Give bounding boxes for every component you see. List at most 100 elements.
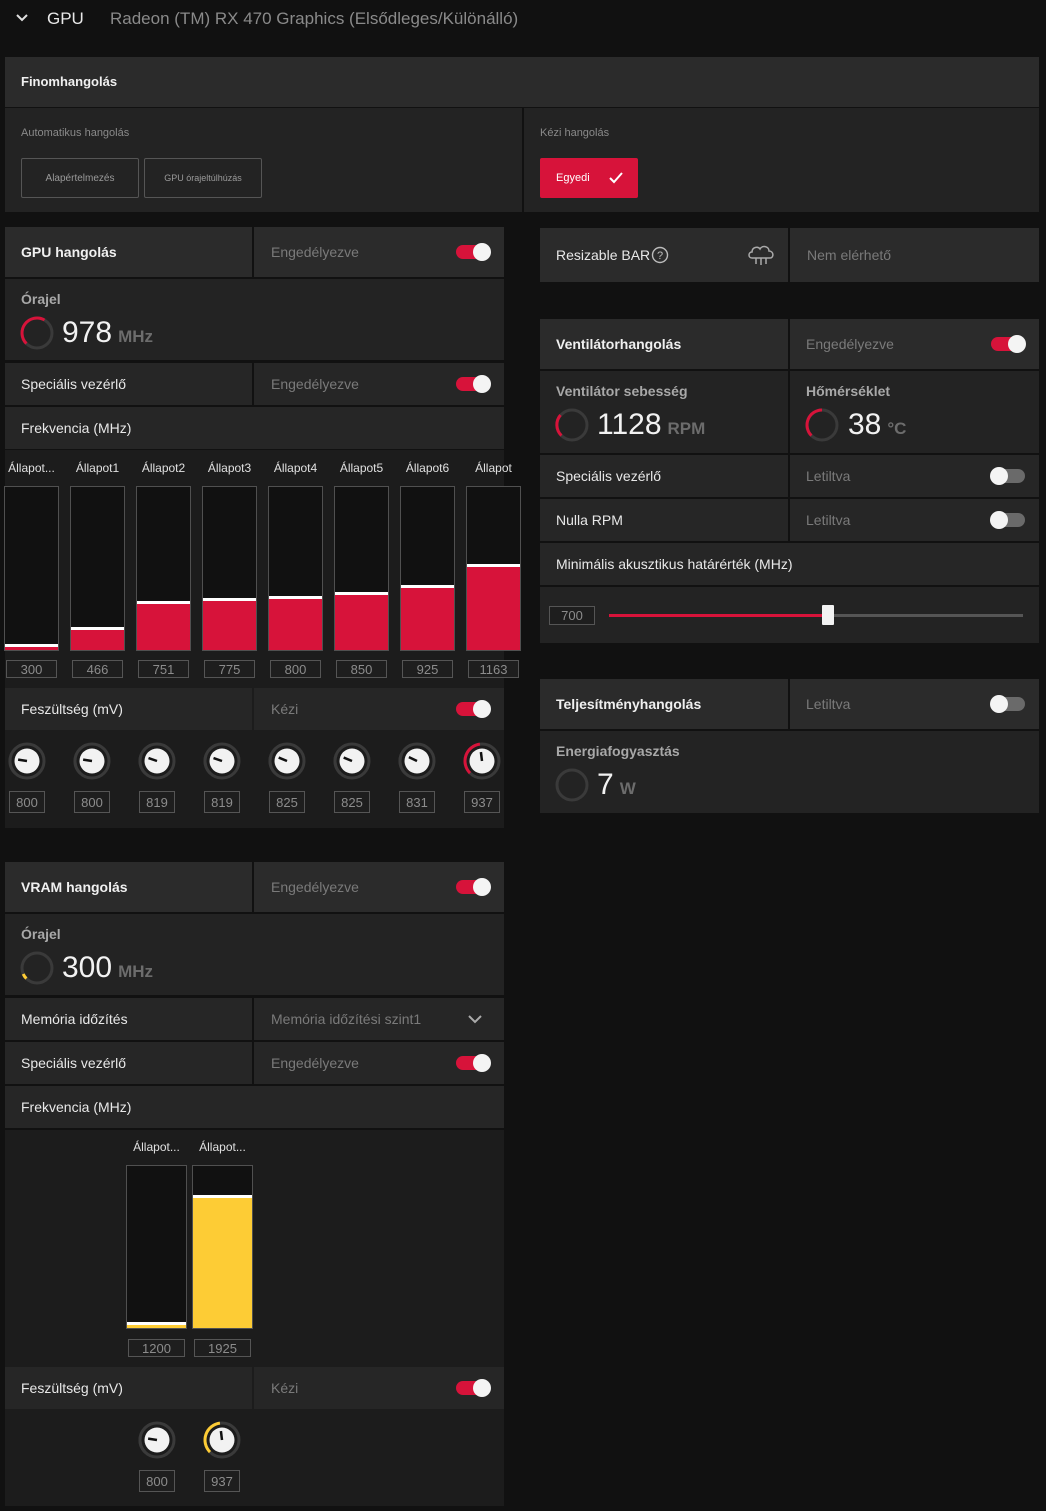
gpu-adv-control-row [5,363,252,405]
collapse-chevron-icon[interactable] [14,10,30,26]
voltage-value[interactable]: 819 [139,791,175,813]
perf-tuning-toggle[interactable] [990,695,1025,713]
gpu-overclock-button[interactable]: GPU órajeltúlhúzás [144,158,262,198]
gpu-voltage-label: Feszültség (mV) [21,701,123,717]
voltage-knob[interactable] [202,741,242,781]
manual-tune-label: Kézi hangolás [540,127,610,139]
fine-tune-body [5,108,522,212]
state-frequency-value[interactable]: 466 [72,660,123,678]
fine-tune-header [5,57,1039,107]
vram-tuning-title: VRAM hangolás [21,879,128,895]
state-slider[interactable] [334,486,389,651]
fan-tuning-title: Ventilátorhangolás [556,336,682,352]
gpu-adv-control-toggle[interactable] [456,375,491,393]
voltage-value[interactable]: 800 [139,1470,175,1492]
custom-button-label: Egyedi [556,172,590,184]
min-acoustic-value[interactable]: 700 [549,606,595,625]
state-frequency-value[interactable]: 751 [138,660,189,678]
fan-adv-control-status: Letiltva [806,468,851,484]
state-slider[interactable] [4,486,59,651]
vram-freq-row [5,1086,504,1128]
voltage-value[interactable]: 800 [9,791,45,813]
state-label: Állapot... [199,1140,246,1154]
perf-tuning-title: Teljesítményhangolás [556,696,702,712]
min-acoustic-label: Minimális akusztikus határérték (MHz) [556,556,793,572]
voltage-value[interactable]: 937 [464,791,500,813]
min-acoustic-slider-thumb[interactable] [822,605,834,625]
voltage-value[interactable]: 825 [269,791,305,813]
vram-tuning-header [5,862,252,912]
resizable-bar-status: Nem elérhető [807,247,892,263]
voltage-value[interactable]: 819 [204,791,240,813]
voltage-knob[interactable] [7,741,47,781]
fan-tuning-toggle[interactable] [991,335,1026,353]
voltage-knob[interactable] [137,741,177,781]
custom-button[interactable]: Egyedi [540,158,638,198]
state-slider[interactable] [202,486,257,651]
default-button[interactable]: Alapértelmezés [21,158,139,198]
state-label: Állapot... [8,461,55,475]
power-panel [540,731,1039,813]
state-frequency-value[interactable]: 850 [336,660,387,678]
gpu-clock-gauge-icon [20,316,54,350]
zero-rpm-status: Letiltva [806,512,851,528]
state-slider[interactable] [268,486,323,651]
temperature-gauge-icon [805,408,839,442]
fan-tuning-status: Engedélyezve [806,336,894,352]
vram-tuning-toggle[interactable] [456,878,491,896]
fan-speed-value: 1128 RPM [597,408,706,441]
vram-voltage-toggle[interactable] [456,1379,491,1397]
voltage-value[interactable]: 800 [74,791,110,813]
state-slider[interactable] [136,486,191,651]
gpu-tuning-toggle[interactable] [456,243,491,261]
memory-timing-value: Memória időzítési szint1 [271,1011,422,1027]
voltage-knob[interactable] [202,1420,242,1460]
state-slider[interactable] [466,486,521,651]
resizable-bar-status-cell [790,228,1039,282]
state-slider[interactable] [70,486,125,651]
voltage-knob[interactable] [137,1420,177,1460]
gpu-tuning-status: Engedélyezve [271,244,359,260]
state-slider[interactable] [126,1165,187,1329]
voltage-knob[interactable] [72,741,112,781]
state-frequency-value[interactable]: 1925 [194,1339,251,1357]
gpu-clock-panel [5,279,504,360]
gpu-tuning-header [5,227,252,277]
auto-tune-label: Automatikus hangolás [21,127,130,139]
voltage-value[interactable]: 825 [334,791,370,813]
gpu-freq-row [5,407,504,449]
help-icon[interactable]: ? [651,246,669,264]
state-frequency-value[interactable]: 925 [402,660,453,678]
state-frequency-value[interactable]: 1200 [128,1339,185,1357]
state-label: Állapot2 [141,461,186,475]
fan-adv-control-row [540,455,788,497]
state-frequency-value[interactable]: 1163 [468,660,519,678]
state-label: Állapot... [133,1140,180,1154]
state-label: Állapot3 [207,461,252,475]
state-frequency-value[interactable]: 800 [270,660,321,678]
state-slider[interactable] [192,1165,253,1329]
state-frequency-value[interactable]: 300 [6,660,57,678]
state-slider[interactable] [400,486,455,651]
voltage-knob[interactable] [267,741,307,781]
zero-rpm-label: Nulla RPM [556,512,623,528]
fan-adv-control-label: Speciális vezérlő [556,468,662,484]
fine-tune-title: Finomhangolás [21,74,118,89]
voltage-knob[interactable] [462,741,502,781]
voltage-knob[interactable] [332,741,372,781]
voltage-value[interactable]: 831 [399,791,435,813]
fan-adv-control-toggle[interactable] [990,467,1025,485]
voltage-knob[interactable] [397,741,437,781]
gpu-tuning-title: GPU hangolás [21,244,117,260]
zero-rpm-toggle[interactable] [990,511,1025,529]
vram-adv-control-toggle[interactable] [456,1054,491,1072]
gpu-voltage-toggle[interactable] [456,700,491,718]
state-frequency-value[interactable]: 775 [204,660,255,678]
voltage-value[interactable]: 937 [204,1470,240,1492]
vram-voltage-mode: Kézi [271,1380,299,1396]
temperature-value: 38 °C [848,408,907,441]
memory-timing-select[interactable] [254,998,504,1040]
resizable-bar-label: Resizable BAR [556,247,651,263]
chevron-down-icon[interactable] [467,1011,483,1027]
